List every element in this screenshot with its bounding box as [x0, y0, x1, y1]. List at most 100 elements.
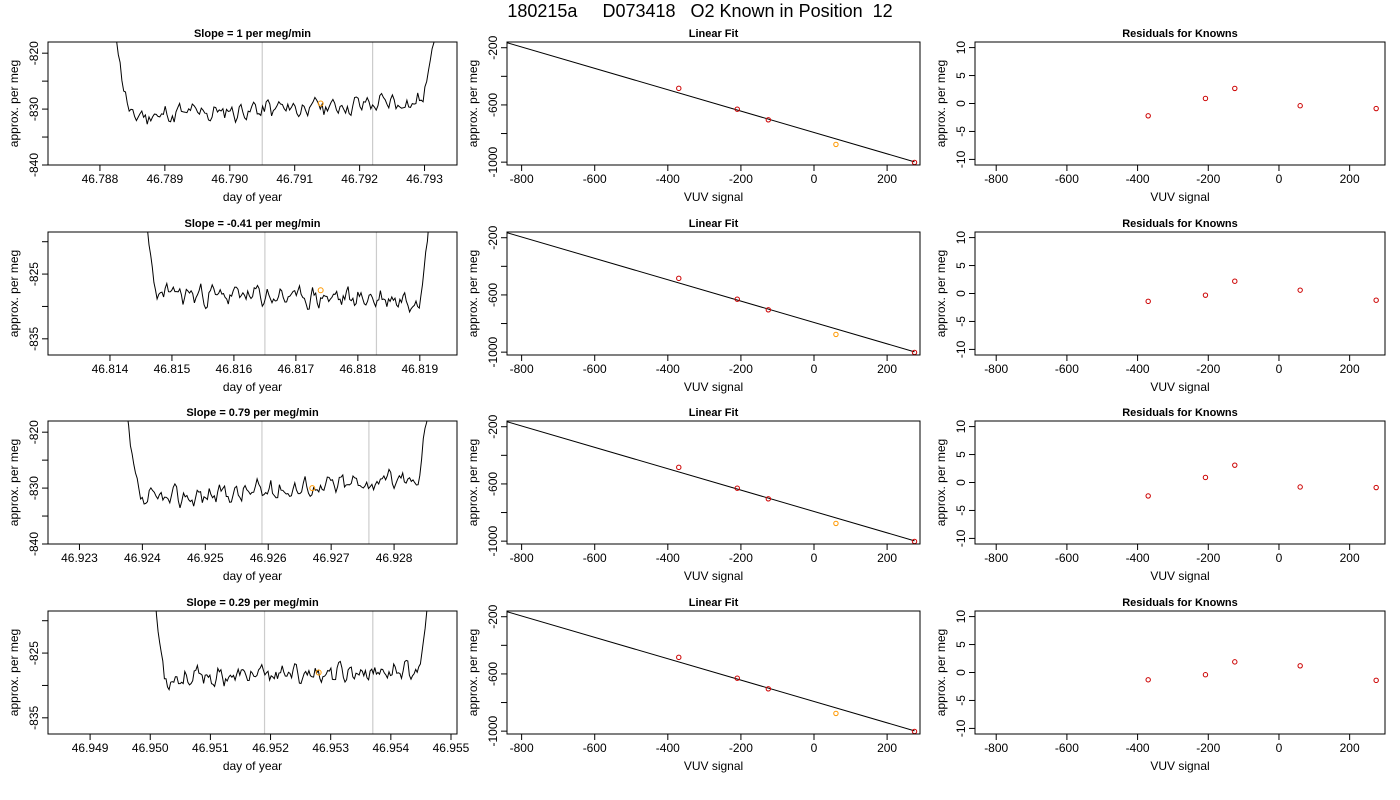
x-tick-label: 46.949: [72, 741, 109, 755]
panel-r3-c3: Residuals for Knowns VUV signal approx. pe…: [934, 407, 1386, 583]
y-tick-label: -1000: [486, 336, 500, 367]
y-axis-label: approx. per meg: [7, 439, 21, 526]
data-point: [1232, 659, 1238, 665]
x-tick-label: -600: [583, 362, 607, 376]
fit-line: [507, 42, 915, 163]
plot-area: [1145, 85, 1379, 119]
plot-area: [147, 232, 429, 355]
plot-area: [507, 421, 918, 544]
panel-title: Residuals for Knowns: [1122, 218, 1238, 230]
x-tick-label: 200: [877, 741, 897, 755]
x-tick-label: -600: [583, 551, 607, 565]
panel-r4-c3: Residuals for Knowns VUV signal approx. pe…: [934, 597, 1386, 773]
data-point: [1373, 677, 1379, 684]
y-tick-label: -200: [486, 414, 500, 438]
panel-r3-c1: Slope = 0.79 per meg/min day of year appro…: [7, 407, 458, 583]
x-tick-label: 46.789: [147, 172, 184, 186]
x-tick-label: -600: [583, 172, 607, 186]
y-tick-label: -1000: [486, 715, 500, 746]
y-tick-label: 10: [954, 41, 968, 55]
x-tick-label: 46.817: [278, 362, 315, 376]
data-point: [1232, 85, 1238, 92]
x-tick-label: 46.926: [250, 551, 287, 565]
panel-title: Residuals for Knowns: [1122, 597, 1238, 609]
y-tick-label: 0: [954, 479, 968, 486]
x-tick-label: 200: [877, 362, 897, 376]
y-tick-label: 10: [954, 231, 968, 245]
y-tick-label: -825: [27, 641, 41, 665]
x-tick-label: -800: [510, 551, 534, 565]
data-point: [1373, 484, 1379, 491]
y-tick-label: -10: [954, 340, 968, 358]
data-point: [734, 106, 740, 112]
x-tick-label: -400: [1126, 172, 1150, 186]
x-tick-label: -400: [656, 741, 680, 755]
panel-title: Slope = -0.41 per meg/min: [184, 218, 320, 230]
panel-r2-c3: Residuals for Knowns VUV signal approx. pe…: [934, 218, 1386, 394]
x-tick-label: 46.819: [401, 362, 438, 376]
x-tick-label: 46.951: [192, 741, 229, 755]
y-tick-label: -600: [486, 93, 500, 117]
y-axis-label: approx. per meg: [934, 629, 948, 716]
panel-r4-c1: Slope = 0.29 per meg/min day of year appro…: [7, 597, 470, 773]
fit-line: [507, 611, 915, 732]
y-tick-label: -840: [27, 153, 41, 177]
data-trace: [127, 421, 428, 509]
panel-title: Linear Fit: [689, 28, 739, 40]
x-tick-label: -600: [1055, 172, 1079, 186]
y-tick-label: -600: [486, 662, 500, 686]
data-point: [833, 141, 839, 148]
x-tick-label: 46.816: [216, 362, 253, 376]
y-tick-label: 10: [954, 610, 968, 624]
x-tick-label: 46.788: [82, 172, 119, 186]
panel-r1-c3: Residuals for Knowns VUV signal approx. pe…: [934, 28, 1386, 204]
y-tick-label: 10: [954, 420, 968, 434]
data-point: [911, 349, 918, 355]
x-tick-label: 0: [811, 172, 818, 186]
y-tick-label: -830: [27, 476, 41, 500]
y-tick-label: -835: [27, 705, 41, 729]
x-tick-label: -200: [1196, 362, 1220, 376]
page-title: 180215a D073418 O2 Known in Position 12: [507, 1, 893, 21]
data-point: [676, 654, 682, 661]
highlight-point: [309, 485, 316, 492]
x-tick-label: -600: [1055, 741, 1079, 755]
x-axis-label: VUV signal: [1150, 190, 1209, 204]
y-tick-label: -200: [486, 225, 500, 249]
plot-area: [507, 232, 918, 355]
x-tick-label: -800: [984, 741, 1008, 755]
data-point: [1202, 474, 1209, 481]
data-point: [1297, 663, 1303, 669]
data-point: [1202, 672, 1209, 678]
data-point: [1145, 677, 1151, 683]
y-tick-label: 5: [954, 72, 968, 79]
x-tick-label: -800: [510, 741, 534, 755]
plot-area: [1145, 659, 1379, 684]
x-tick-label: 0: [811, 362, 818, 376]
x-tick-label: -800: [984, 172, 1008, 186]
y-tick-label: -600: [486, 472, 500, 496]
y-tick-label: -600: [486, 283, 500, 307]
panel-title: Residuals for Knowns: [1122, 407, 1238, 419]
y-axis-label: approx. per meg: [466, 250, 480, 337]
x-axis-label: day of year: [223, 569, 282, 583]
x-tick-label: 46.814: [92, 362, 129, 376]
plot-frame: [506, 420, 921, 545]
plot-frame: [974, 610, 1386, 735]
plot-area: [116, 42, 435, 165]
plot-frame: [47, 231, 458, 356]
data-point: [833, 331, 839, 338]
plot-frame: [506, 41, 921, 166]
x-tick-label: 46.953: [312, 741, 349, 755]
x-tick-label: -400: [1126, 362, 1150, 376]
data-trace: [155, 611, 428, 691]
y-tick-label: -835: [27, 326, 41, 350]
x-tick-label: 46.792: [341, 172, 378, 186]
x-tick-label: 46.924: [124, 551, 161, 565]
data-point: [1145, 113, 1151, 119]
x-tick-label: -200: [1196, 741, 1220, 755]
x-axis-label: day of year: [223, 380, 282, 394]
